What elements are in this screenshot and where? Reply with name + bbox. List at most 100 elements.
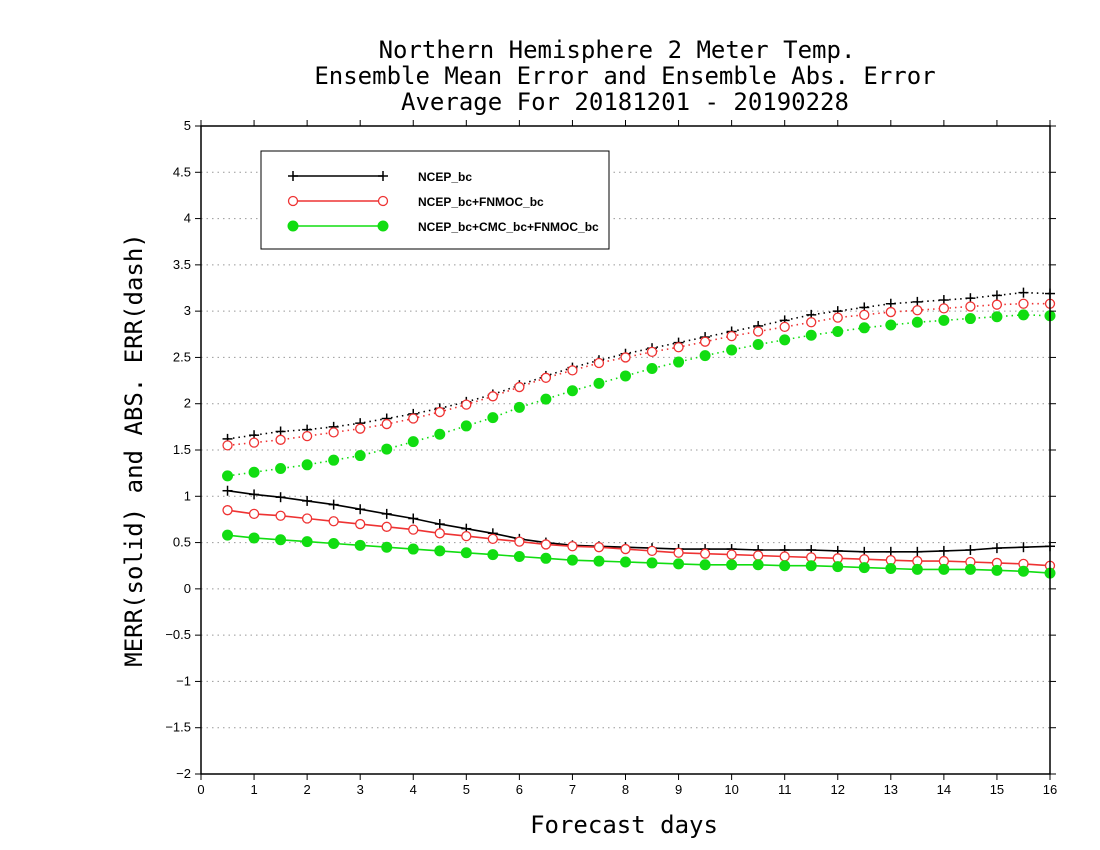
mean-error-point [249, 489, 260, 500]
x-tick-label: 1 [250, 782, 257, 797]
abs-error-point [673, 356, 685, 368]
mean-error-point [858, 562, 870, 574]
abs-error-point [566, 385, 578, 397]
series-1 [222, 298, 1056, 571]
mean-error-point [805, 560, 817, 572]
mean-error-point [753, 550, 764, 561]
mean-error-point [540, 539, 552, 550]
abs-error-point [991, 311, 1003, 323]
mean-error-point [593, 555, 605, 567]
mean-error-point [301, 536, 313, 548]
abs-error-point [620, 352, 631, 363]
mean-error-point [460, 547, 472, 559]
abs-error-point [487, 412, 499, 424]
chart-title: Northern Hemisphere 2 Meter Temp. Ensemb… [314, 36, 935, 116]
abs-error-point [540, 393, 552, 405]
abs-error-point [460, 420, 472, 432]
abs-error-point [726, 330, 737, 342]
mean-error-point [699, 548, 711, 559]
abs-error-point [858, 322, 870, 334]
x-tick-label: 11 [778, 782, 792, 797]
mean-error-point [699, 559, 711, 571]
abs-error-point [567, 365, 578, 376]
x-tick-label: 9 [675, 782, 682, 797]
mean-error-point [514, 536, 525, 547]
x-tick-label: 0 [197, 782, 204, 797]
mean-error-point [726, 559, 738, 571]
abs-error-line [227, 313, 1051, 477]
mean-error-point [912, 546, 923, 557]
legend-label-ncep-fnmoc: NCEP_bc+FNMOC_bc [418, 195, 544, 209]
title-line-2: Ensemble Mean Error and Ensemble Abs. Er… [314, 62, 935, 90]
abs-error-point [301, 430, 313, 442]
abs-error-point [301, 459, 313, 471]
y-tick-label: 3.5 [173, 257, 191, 272]
abs-error-point [328, 454, 340, 466]
abs-error-point [673, 342, 684, 353]
mean-error-point [965, 544, 976, 555]
mean-error-point [355, 518, 366, 530]
mean-error-point [248, 532, 260, 544]
plot-series [222, 287, 1056, 579]
abs-error-point [805, 329, 817, 341]
mean-error-point [222, 505, 233, 516]
abs-error-point [461, 399, 472, 410]
title-line-3: Average For 20181201 - 20190228 [401, 88, 849, 116]
abs-error-point [965, 301, 976, 312]
mean-error-point [593, 542, 605, 553]
x-tick-label: 15 [990, 782, 1004, 797]
abs-error-point [593, 377, 605, 389]
mean-error-point [991, 564, 1003, 576]
x-tick-label: 6 [516, 782, 523, 797]
x-tick-label: 4 [410, 782, 417, 797]
legend-swatch-marker [377, 220, 389, 232]
mean-error-point [434, 545, 446, 557]
mean-error-point [885, 562, 897, 574]
legend-swatch-marker [287, 195, 299, 207]
legend-swatch-marker [288, 171, 298, 181]
mean-error-point [275, 534, 287, 546]
mean-error-point [938, 563, 950, 575]
title-line-1: Northern Hemisphere 2 Meter Temp. [379, 36, 856, 64]
x-tick-label: 16 [1043, 782, 1057, 797]
abs-error-point [407, 436, 419, 448]
abs-error-point [991, 299, 1003, 310]
abs-error-point [938, 303, 950, 314]
mean-error-point [328, 516, 339, 527]
mean-error-line [227, 509, 1051, 567]
abs-error-point [859, 309, 870, 320]
x-tick-label: 13 [884, 782, 898, 797]
abs-error-point [354, 450, 366, 462]
x-tick-label: 3 [357, 782, 364, 797]
abs-error-point [434, 406, 445, 418]
mean-error-point [513, 550, 525, 562]
abs-error-line [227, 302, 1050, 447]
mean-error-point [911, 563, 923, 575]
legend-label-ncep-bc: NCEP_bc [418, 170, 472, 184]
mean-error-point [487, 533, 498, 545]
abs-error-point [222, 440, 233, 451]
mean-error-point [381, 541, 393, 553]
abs-error-point [646, 363, 658, 375]
abs-error-point [355, 423, 366, 434]
y-tick-label: 0.5 [173, 535, 191, 550]
abs-error-point [222, 470, 234, 482]
y-tick-label: 4.5 [173, 164, 191, 179]
abs-error-point [1017, 309, 1029, 321]
abs-error-point [381, 418, 392, 430]
abs-error-point [779, 321, 790, 333]
abs-error-point [381, 443, 393, 455]
abs-error-point [885, 306, 896, 318]
y-tick-label: 2.5 [173, 349, 191, 364]
abs-error-point [912, 305, 923, 316]
mean-error-point [434, 528, 445, 539]
abs-error-point [779, 334, 791, 346]
mean-error-point [222, 529, 234, 541]
abs-error-point [911, 316, 923, 328]
mean-error-point [487, 549, 499, 561]
mean-error-point [620, 543, 631, 555]
y-tick-label: 0 [184, 581, 191, 596]
abs-error-point [434, 428, 446, 440]
mean-error-point [779, 551, 790, 562]
